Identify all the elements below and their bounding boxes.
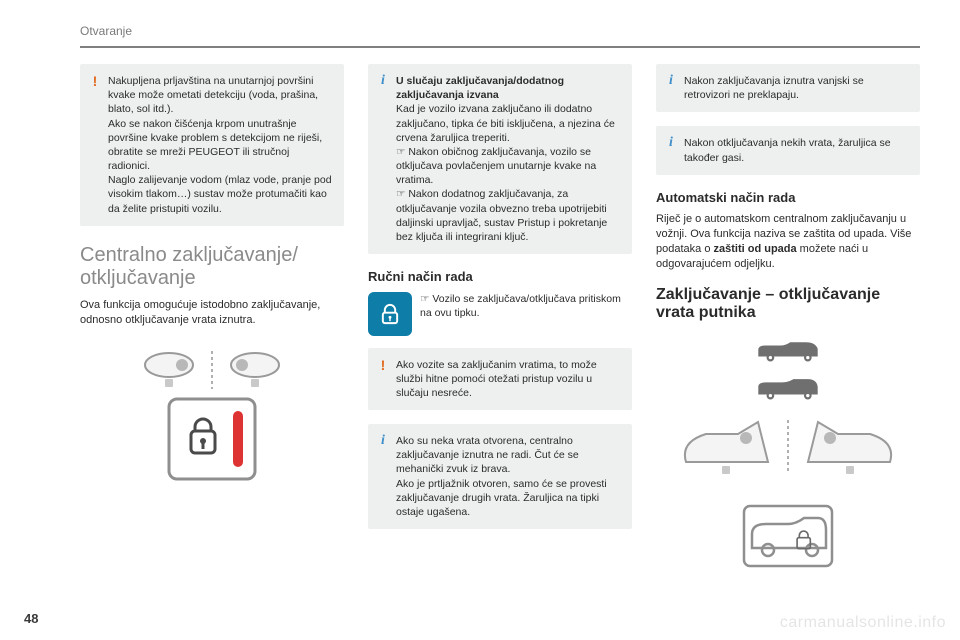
para-auto-bold: zaštiti od upada [714,243,797,255]
callout-info-lamp-off: i Nakon otključavanja nekih vrata, žarul… [656,126,920,174]
car-silhouette-1-icon [755,336,821,366]
column-2: i U slučaju zaključavanja/dodatnog zaklj… [368,64,632,572]
callout-body: Ako vozite sa zaključanim vratima, to mo… [396,358,622,401]
car-silhouette-2-icon [755,374,821,404]
exclamation-icon: ! [376,358,390,401]
callout-body: Nakon otključavanja nekih vrata, žarulji… [684,136,910,164]
lock-button-text: ☞ Vozilo se zaključava/otključava pritis… [420,292,632,320]
info-icon: i [376,434,390,519]
section-heading-passenger-doors: Zaključavanje – otključavanje vrata putn… [656,286,920,323]
callout-body: U slučaju zaključavanja/dodatnog zaključ… [396,74,622,244]
info-icon: i [376,74,390,244]
callout-bold: U slučaju zaključavanja/dodatnog zaključ… [396,75,564,101]
callout-warning: ! Nakupljena prljavština na unutarnjoj p… [80,64,344,226]
sub-heading-auto-mode: Automatski način rada [656,189,920,207]
lock-tile-icon [368,292,412,336]
top-rule [80,46,920,48]
watermark: carmanualsonline.info [780,614,946,632]
callout-warning-locked-driving: ! Ako vozite sa zaključanim vratima, to … [368,348,632,411]
callout-rest: Kad je vozilo izvana zaključano ili doda… [396,103,615,243]
lock-button-row: ☞ Vozilo se zaključava/otključava pritis… [368,292,632,336]
info-icon: i [664,136,678,164]
callout-info-mirrors: i Nakon zaključavanja iznutra vanjski se… [656,64,920,112]
callout-info-door-open: i Ako su neka vrata otvorena, centralno … [368,424,632,529]
callout-body: Ako su neka vrata otvorena, centralno za… [396,434,622,519]
para-auto-mode: Riječ je o automatskom centralnom zaklju… [656,212,920,271]
page-section-header: Otvaranje [80,24,920,38]
page: Otvaranje ! Nakupljena prljavština na un… [0,0,960,640]
car-outline-padlock-diagram [738,500,838,572]
lock-switch-diagram [80,345,344,485]
sub-heading-manual-mode: Ručni način rada [368,268,632,286]
vehicle-diagrams [656,336,920,572]
doors-open-diagram [678,412,898,492]
callout-body: Nakon zaključavanja iznutra vanjski se r… [684,74,910,102]
callout-body: Nakupljena prljavština na unutarnjoj pov… [108,74,334,216]
section-heading-central-lock: Centralno zaključavanje/ otključavanje [80,244,344,290]
column-1: ! Nakupljena prljavština na unutarnjoj p… [80,64,344,572]
page-number: 48 [24,611,38,626]
exclamation-icon: ! [88,74,102,216]
columns: ! Nakupljena prljavština na unutarnjoj p… [80,64,920,572]
callout-info-outside-lock: i U slučaju zaključavanja/dodatnog zaklj… [368,64,632,254]
column-3: i Nakon zaključavanja iznutra vanjski se… [656,64,920,572]
info-icon: i [664,74,678,102]
para-central-lock-desc: Ova funkcija omogućuje istodobno zaključ… [80,298,344,328]
